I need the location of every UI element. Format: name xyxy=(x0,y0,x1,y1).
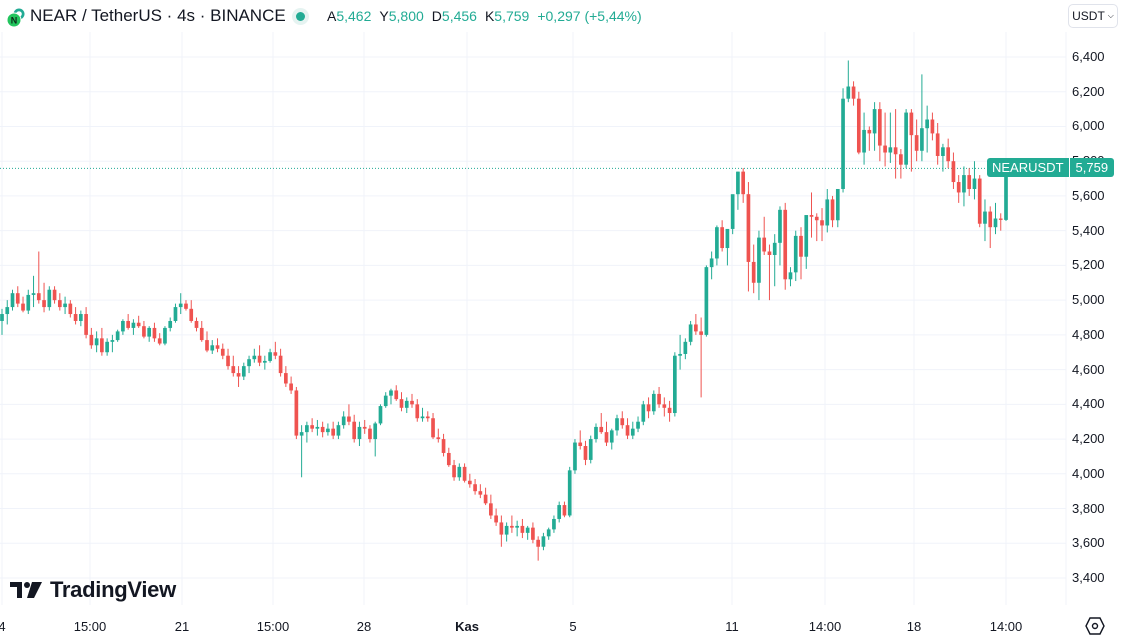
time-tick-label: 14:00 xyxy=(808,619,842,634)
time-tick-label: 18 xyxy=(906,619,922,634)
time-tick-label: 11 xyxy=(725,619,739,634)
symbol-title[interactable]: NEAR / TetherUS · 4s · BINANCE xyxy=(30,6,286,25)
time-tick-label: 28 xyxy=(356,619,372,634)
price-tick-label: 3,400 xyxy=(1072,570,1105,585)
time-tick-label: 5 xyxy=(569,619,577,634)
price-tick-label: 4,200 xyxy=(1072,431,1105,447)
price-tag-symbol: NEARUSDT xyxy=(987,158,1069,178)
currency-label: USDT xyxy=(1072,9,1105,23)
high-key: Y xyxy=(379,8,389,24)
price-tick-label: 5,400 xyxy=(1072,222,1105,238)
time-tick-label: 21 xyxy=(174,619,190,634)
price-tick-label: 5,200 xyxy=(1072,257,1105,273)
candles xyxy=(0,60,1008,561)
price-tick-label: 6,200 xyxy=(1072,83,1105,99)
ohlc-values: A5,462 Y5,800 D5,456 K5,759 +0,297 (+5,4… xyxy=(327,8,642,24)
time-tick-label: 4 xyxy=(0,619,6,634)
gear-hexagon-icon[interactable] xyxy=(1085,617,1105,635)
time-tick-label: Kas xyxy=(455,619,479,634)
price-tick-label: 3,800 xyxy=(1072,500,1105,516)
svg-text:N: N xyxy=(11,16,18,26)
price-tick-label: 5,600 xyxy=(1072,187,1105,203)
close-key: K xyxy=(484,8,495,24)
price-tick-label: 6,000 xyxy=(1072,118,1105,134)
chevron-down-icon: ⌵ xyxy=(1107,11,1114,20)
price-tick-label: 3,600 xyxy=(1072,535,1105,551)
chart-grid xyxy=(0,32,1066,605)
price-tick-label: 5,000 xyxy=(1072,292,1105,308)
price-tick-label: 4,800 xyxy=(1072,326,1105,342)
time-tick-label: 15:00 xyxy=(256,619,290,634)
open-value: 5,462 xyxy=(336,8,372,24)
tradingview-wordmark: TradingView xyxy=(50,577,176,602)
close-value: 5,759 xyxy=(494,8,530,24)
price-tick-label: 6,400 xyxy=(1072,49,1105,64)
live-dot-icon xyxy=(292,8,309,25)
high-value: 5,800 xyxy=(388,8,424,24)
time-tick-label: 15:00 xyxy=(73,619,107,634)
price-tick-label: 4,600 xyxy=(1072,361,1105,377)
tradingview-logo-icon xyxy=(10,582,42,598)
low-key: D xyxy=(431,8,442,24)
near-protocol-logo: N xyxy=(6,8,25,28)
currency-selector[interactable]: USDT ⌵ xyxy=(1068,4,1118,28)
price-tag-value: 5,759 xyxy=(1069,158,1115,178)
last-price-tag: NEARUSDT 5,759 xyxy=(987,158,1115,178)
price-tick-label: 4,000 xyxy=(1072,465,1105,481)
price-change: +0,297 (+5,44%) xyxy=(537,8,642,24)
tradingview-logo[interactable]: TradingView xyxy=(10,577,176,603)
time-tick-label: 14:00 xyxy=(989,619,1023,634)
price-tick-label: 4,400 xyxy=(1072,396,1105,412)
open-key: A xyxy=(327,8,337,24)
low-value: 5,456 xyxy=(441,8,477,24)
